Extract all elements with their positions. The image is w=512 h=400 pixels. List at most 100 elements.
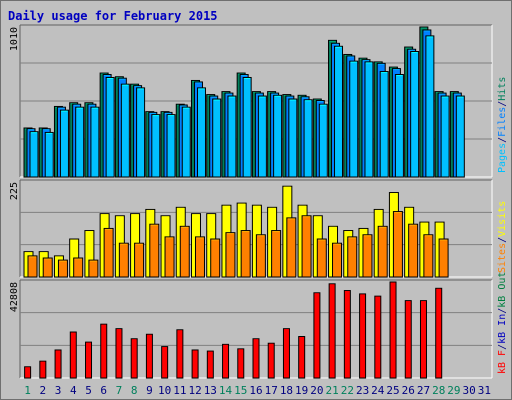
bar-kb-f-day-9 (145, 333, 153, 379)
bar-kb-f-day-18 (282, 328, 290, 379)
bar-kb-f-day-19 (298, 336, 306, 379)
x-tick-label-day-21: 21 (326, 384, 339, 397)
bar-body (225, 232, 236, 278)
bar-body (438, 238, 449, 278)
bar-sites-day-5 (88, 259, 99, 278)
bar-sites-day-7 (118, 242, 129, 278)
bar-pages-day-1 (29, 131, 39, 178)
bar-body (136, 87, 146, 178)
bar-body (210, 238, 221, 278)
x-tick-label-day-29: 29 (447, 384, 460, 397)
legend-part: Sites (497, 243, 508, 273)
x-tick-label-day-5: 5 (85, 384, 92, 397)
bar-body (349, 60, 359, 178)
bar-body (410, 51, 420, 178)
x-tick-label-day-8: 8 (131, 384, 138, 397)
bar-kb-f-day-21 (328, 283, 336, 379)
x-axis-day-labels: 1 2 3 4 5 6 7 8 9 10 11 12 13 14 15 16 17 18 19 20 21 22 23 24 2… (24, 384, 491, 397)
bar-kb-f-day-6 (100, 323, 108, 379)
x-tick-label-day-6: 6 (100, 384, 107, 397)
right-series-legend: Pages/Files/Hits (497, 77, 508, 173)
bar-sites-day-24 (377, 225, 388, 278)
bar-body (303, 99, 313, 178)
x-tick-label-day-26: 26 (402, 384, 415, 397)
bar-body (44, 131, 54, 178)
bar-kb-f-day-7 (115, 328, 123, 379)
bar-kb-f-day-25 (389, 281, 397, 379)
bar-sites-day-14 (225, 232, 236, 278)
legend-part: / (497, 308, 508, 314)
x-tick-label-day-2: 2 (40, 384, 47, 397)
bar-body (364, 61, 374, 178)
bar-pages-day-27 (425, 35, 435, 178)
legend-part: Files (497, 107, 508, 137)
bar-body (242, 76, 252, 178)
bar-sites-day-8 (134, 242, 145, 278)
bar-body (334, 45, 344, 178)
x-tick-label-day-3: 3 (55, 384, 62, 397)
bar-sites-day-10 (164, 236, 175, 278)
bar-sites-day-15 (240, 230, 251, 278)
bar-body (85, 341, 93, 379)
bar-kb-f-day-17 (267, 342, 275, 379)
bar-body (408, 223, 419, 278)
x-tick-label-day-18: 18 (280, 384, 293, 397)
bar-body (389, 281, 397, 379)
right-series-legend: kB F/kB In/kB Out (497, 272, 508, 374)
bar-body (42, 257, 53, 278)
y-max-label: 1010 (9, 27, 20, 51)
bar-kb-f-day-11 (176, 329, 184, 379)
bar-body (298, 336, 306, 379)
legend-part: kB F (497, 350, 508, 374)
bar-kb-f-day-24 (374, 295, 382, 379)
bar-body (166, 114, 176, 178)
x-tick-label-day-19: 19 (295, 384, 308, 397)
bar-body (282, 328, 290, 379)
bar-body (419, 300, 427, 379)
x-tick-label-day-16: 16 (249, 384, 262, 397)
x-tick-label-day-23: 23 (356, 384, 369, 397)
bar-pages-day-5 (90, 106, 100, 178)
bar-sites-day-27 (423, 234, 434, 278)
x-tick-label-day-11: 11 (173, 384, 186, 397)
bar-body (271, 230, 282, 278)
legend-part: / (497, 237, 508, 243)
legend-part: Visits (497, 201, 508, 237)
bar-body (29, 131, 39, 178)
legend-part: Pages (497, 143, 508, 173)
legend-part: / (497, 137, 508, 143)
bar-body (151, 114, 161, 178)
bar-body (392, 211, 403, 278)
bar-body (440, 95, 450, 178)
bar-pages-day-24 (379, 71, 389, 178)
bar-body (332, 242, 343, 278)
bar-kb-f-day-26 (404, 300, 412, 379)
bar-body (75, 106, 85, 178)
x-tick-label-day-27: 27 (417, 384, 430, 397)
chart-title: Daily usage for February 2015 (8, 9, 218, 23)
bar-body (176, 329, 184, 379)
bar-body (379, 71, 389, 178)
bar-body (359, 293, 367, 379)
bar-body (73, 257, 84, 278)
bar-sites-day-25 (392, 211, 403, 278)
bar-body (149, 223, 160, 278)
bar-sites-day-22 (347, 236, 358, 278)
bar-body (374, 295, 382, 379)
bar-pages-day-22 (349, 60, 359, 178)
bar-sites-day-21 (332, 242, 343, 278)
bar-body (181, 106, 191, 178)
y-max-label: 225 (9, 182, 20, 200)
x-tick-label-day-30: 30 (463, 384, 476, 397)
bar-body (103, 227, 114, 278)
bar-pages-day-19 (303, 99, 313, 178)
bar-pages-day-11 (181, 106, 191, 178)
bar-body (212, 98, 222, 178)
bar-body (343, 290, 351, 379)
bar-body (404, 300, 412, 379)
bar-pages-day-20 (318, 103, 328, 178)
x-tick-label-day-24: 24 (371, 384, 385, 397)
x-tick-label-day-10: 10 (158, 384, 171, 397)
